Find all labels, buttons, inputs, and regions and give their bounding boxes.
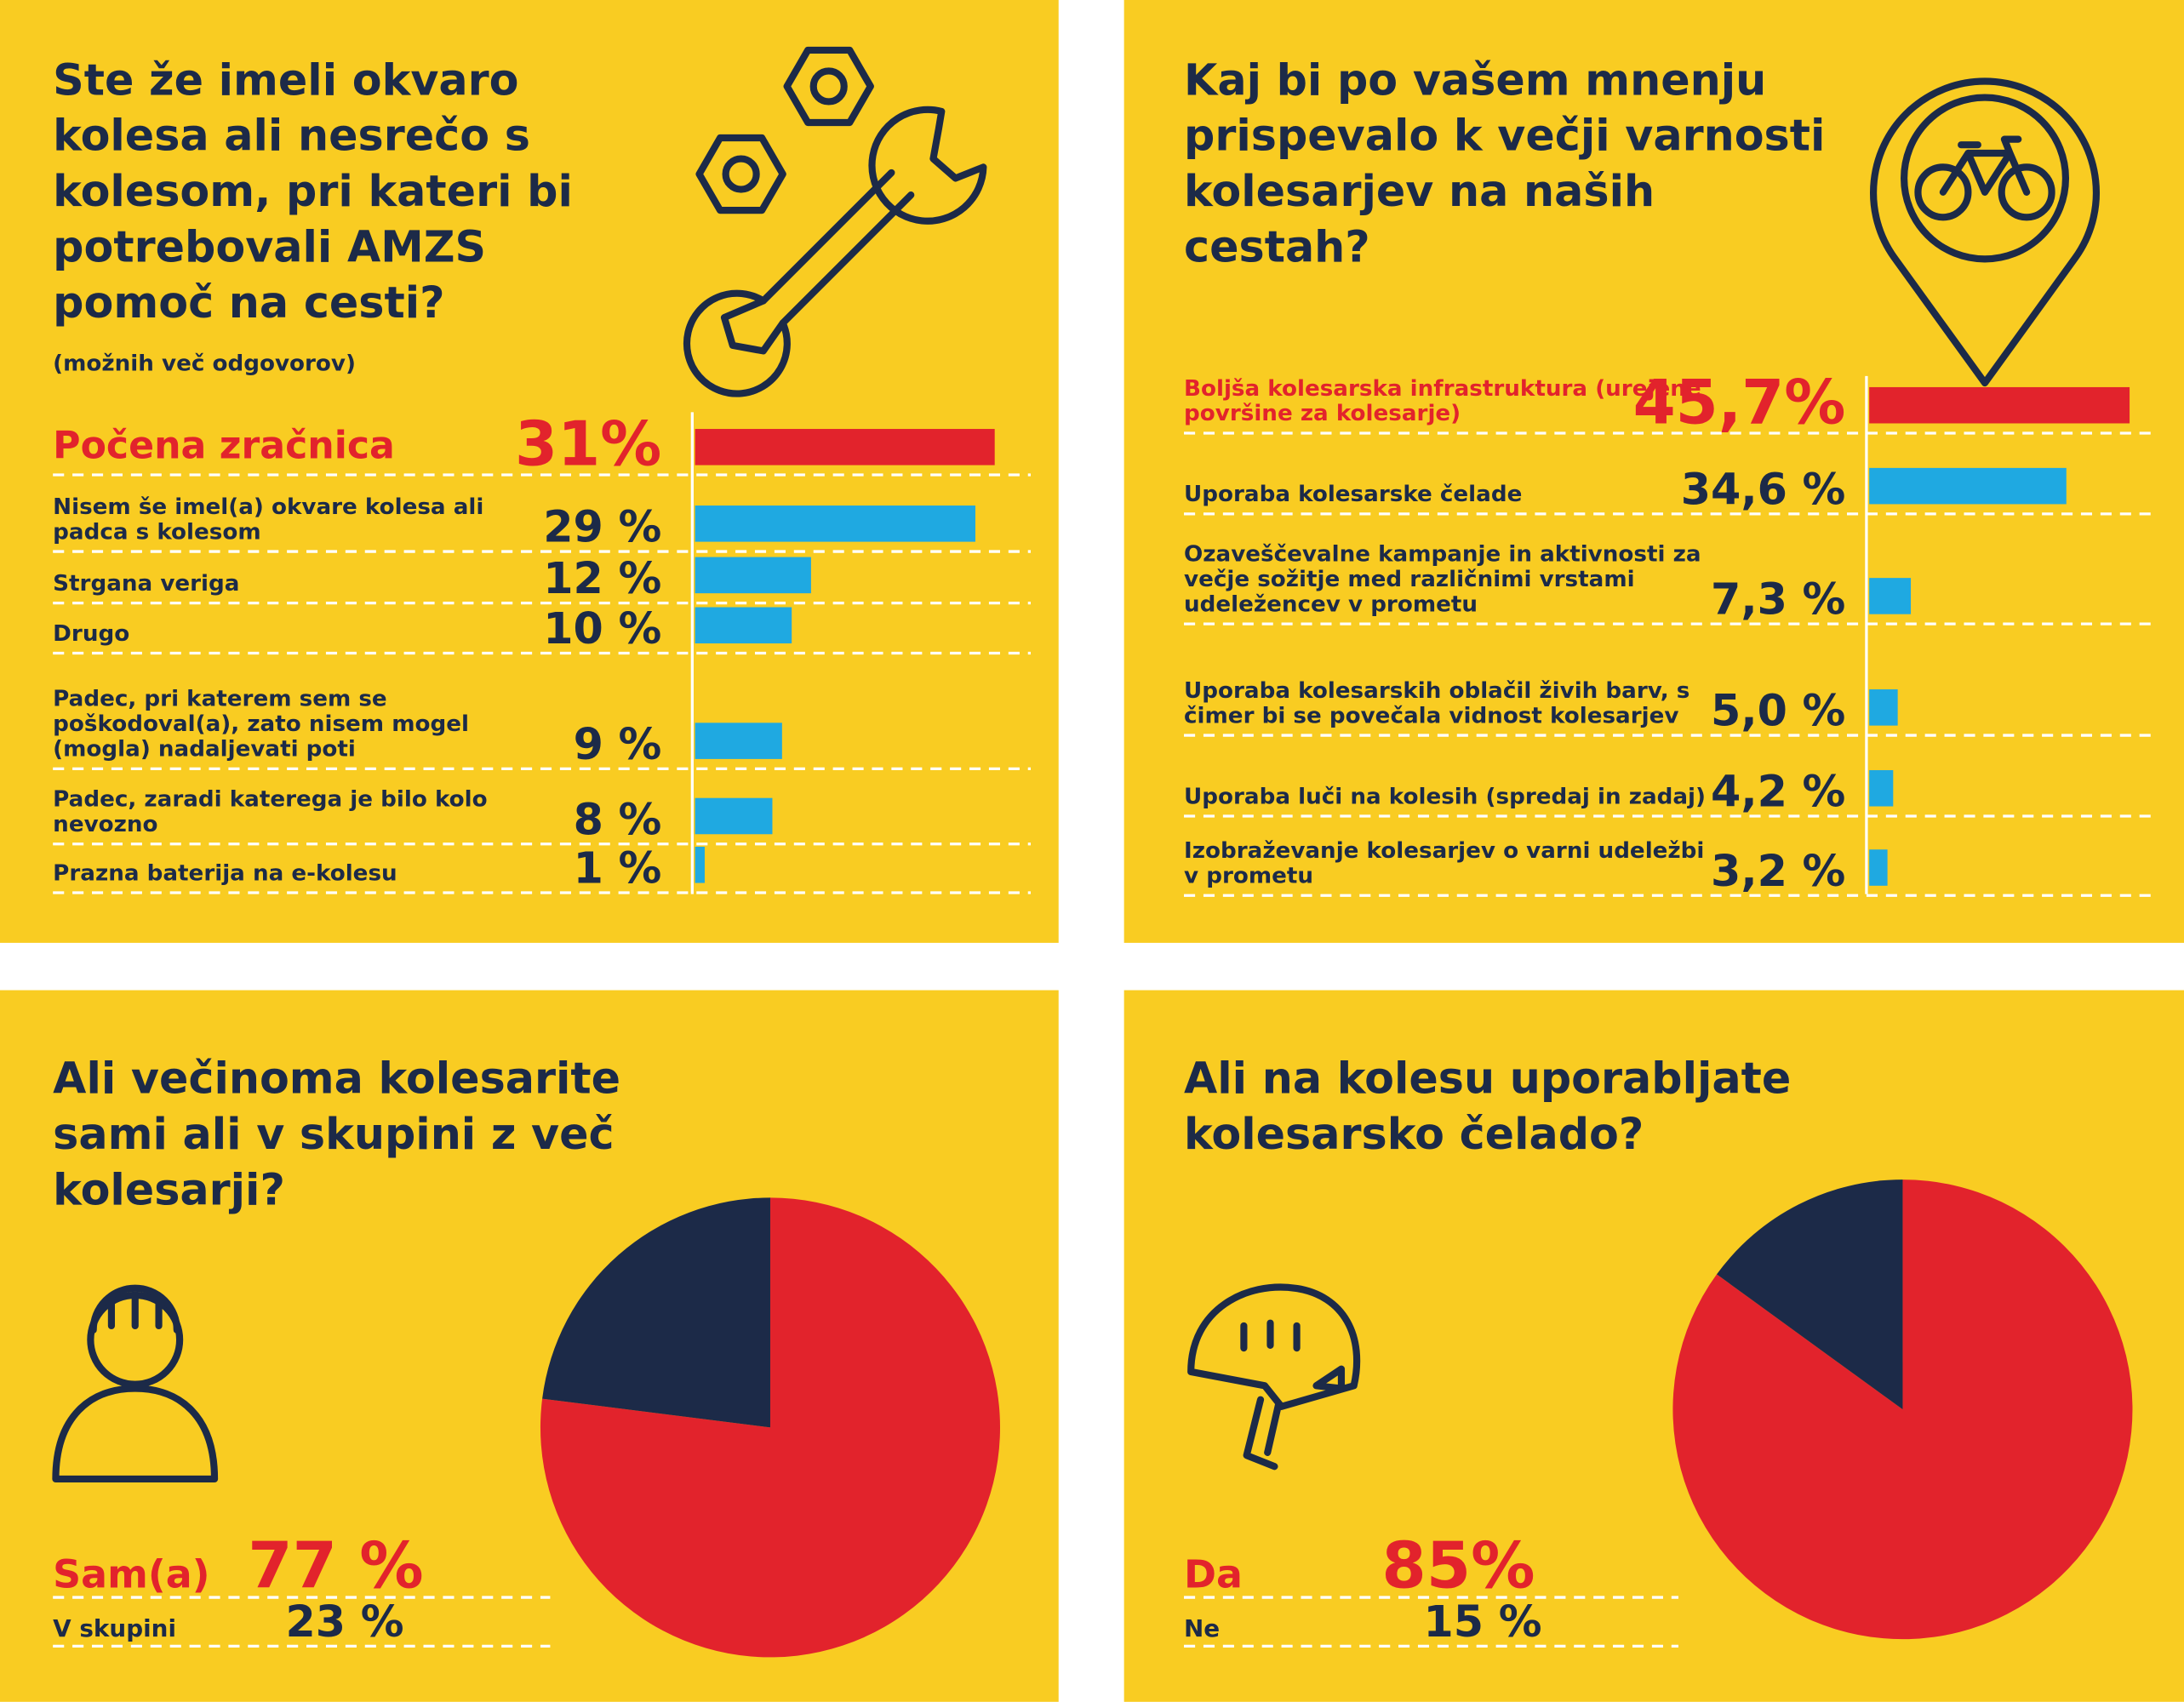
bar — [695, 797, 773, 835]
value-label: 15 % — [1424, 1596, 1542, 1647]
value-label: 9 % — [574, 719, 662, 769]
bar — [1869, 769, 1894, 807]
value-label: 85% — [1381, 1528, 1535, 1603]
bar-label: Boljša kolesarska infrastruktura (urejen… — [1184, 374, 1701, 426]
bar-label: Uporaba kolesarske čelade — [1184, 480, 1523, 507]
bar — [695, 429, 995, 465]
helmet-icon — [1187, 1283, 1361, 1471]
value-label: 29 % — [543, 502, 661, 552]
bar-label: Ozaveščevalne kampanje in aktivnosti za … — [1184, 540, 1701, 617]
bar-label: Uporaba luči na kolesih (spredaj in zada… — [1184, 782, 1706, 809]
value-label: 3,2 % — [1711, 846, 1845, 896]
value-label: 45,7% — [1633, 366, 1846, 437]
bar — [1869, 689, 1898, 726]
bar — [695, 846, 705, 883]
legend-label: Sam(a) — [53, 1551, 209, 1597]
value-label: 1 % — [574, 843, 662, 894]
value-label: 31% — [515, 408, 661, 480]
bar-label: Drugo — [53, 620, 130, 647]
pie-slice — [1672, 1179, 2133, 1640]
chart-subtitle: (možnih več odgovorov) — [53, 349, 356, 376]
chart-title: Ali večinoma kolesarite sami ali v skupi… — [53, 1054, 621, 1216]
value-label: 12 % — [543, 553, 661, 603]
bar-label: Padec, zaradi katerega je bilo kolo nevo… — [53, 785, 488, 837]
pie-slice — [540, 1197, 1001, 1658]
legend-label: Ne — [1184, 1614, 1220, 1642]
pin-bike-icon — [1870, 77, 2100, 387]
bar-label: Izobraževanje kolesarjev o varni udeležb… — [1184, 837, 1705, 888]
chart-title: Ali na kolesu uporabljate kolesarsko čel… — [1184, 1054, 1792, 1161]
bar — [695, 722, 782, 759]
legend-label: Da — [1184, 1551, 1243, 1597]
bar — [695, 557, 811, 594]
bar — [695, 505, 975, 542]
pie-slice — [1717, 1179, 1903, 1410]
bar-label: Nisem še imel(a) okvare kolesa ali padca… — [53, 493, 484, 545]
bar — [1869, 578, 1912, 614]
bar — [1869, 467, 2067, 505]
chart-title: Ste že imeli okvaro kolesa ali nesrečo s… — [53, 55, 573, 329]
value-label: 34,6 % — [1681, 464, 1846, 514]
bar — [1869, 386, 2130, 424]
cyclist-icon — [52, 1284, 219, 1483]
value-label: 10 % — [543, 603, 661, 654]
bar-label: Prazna baterija na e-kolesu — [53, 859, 397, 886]
bar-label: Strgana veriga — [53, 569, 240, 597]
bar-label: Uporaba kolesarskih oblačil živih barv, … — [1184, 677, 1690, 728]
value-label: 77 % — [248, 1528, 423, 1603]
legend-label: V skupini — [53, 1614, 176, 1642]
chart-title: Kaj bi po vašem mnenju prispevalo k večj… — [1184, 55, 1826, 273]
value-label: 7,3 % — [1711, 574, 1845, 625]
value-label: 4,2 % — [1711, 767, 1845, 817]
bar — [1869, 849, 1888, 886]
bar — [695, 607, 792, 644]
pie-slice — [542, 1197, 770, 1428]
panel — [0, 0, 1059, 943]
wrench-icon — [683, 46, 987, 397]
bar-label: Padec, pri katerem sem se poškodoval(a),… — [53, 685, 469, 762]
value-label: 23 % — [285, 1596, 403, 1647]
value-label: 5,0 % — [1711, 686, 1845, 736]
bar-label: Počena zračnica — [53, 425, 395, 468]
value-label: 8 % — [574, 794, 662, 844]
